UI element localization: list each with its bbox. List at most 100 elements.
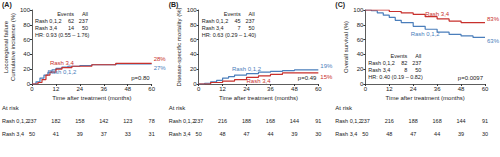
svg-text:237: 237 bbox=[245, 18, 254, 24]
svg-text:40: 40 bbox=[23, 51, 30, 57]
svg-text:p=0.49: p=0.49 bbox=[298, 75, 317, 81]
svg-text:47: 47 bbox=[243, 131, 249, 137]
svg-text:(B): (B) bbox=[169, 1, 179, 9]
svg-text:50: 50 bbox=[196, 131, 202, 137]
svg-text:12: 12 bbox=[386, 86, 393, 92]
svg-text:All: All bbox=[82, 11, 88, 17]
svg-text:Rash 0,1,2: Rash 0,1,2 bbox=[47, 69, 77, 75]
svg-text:12: 12 bbox=[219, 86, 226, 92]
svg-text:188: 188 bbox=[409, 118, 418, 124]
svg-text:168: 168 bbox=[266, 118, 275, 124]
svg-text:100: 100 bbox=[353, 7, 364, 13]
svg-text:(C): (C) bbox=[335, 1, 345, 9]
svg-text:60: 60 bbox=[148, 86, 155, 92]
svg-text:100: 100 bbox=[20, 7, 31, 13]
svg-text:Rash 3,4: Rash 3,4 bbox=[202, 25, 224, 31]
svg-text:48: 48 bbox=[386, 131, 392, 137]
svg-text:100: 100 bbox=[187, 7, 198, 13]
svg-text:47: 47 bbox=[410, 131, 416, 137]
svg-text:60: 60 bbox=[482, 86, 489, 92]
svg-text:237: 237 bbox=[194, 118, 203, 124]
svg-text:40: 40 bbox=[190, 51, 197, 57]
svg-text:At risk: At risk bbox=[169, 105, 187, 111]
svg-text:39: 39 bbox=[458, 131, 464, 137]
svg-text:7: 7 bbox=[238, 25, 241, 31]
svg-text:15%: 15% bbox=[320, 74, 333, 80]
svg-text:20: 20 bbox=[357, 66, 364, 72]
svg-text:50: 50 bbox=[415, 67, 421, 73]
svg-text:216: 216 bbox=[385, 118, 394, 124]
svg-text:30: 30 bbox=[482, 131, 488, 137]
svg-text:91: 91 bbox=[482, 118, 488, 124]
svg-text:Disease-specific mortality (%): Disease-specific mortality (%) bbox=[176, 7, 182, 86]
svg-text:182: 182 bbox=[51, 118, 60, 124]
svg-text:p=0.0097: p=0.0097 bbox=[458, 75, 484, 81]
svg-text:36: 36 bbox=[267, 86, 274, 92]
svg-text:80: 80 bbox=[357, 22, 364, 28]
svg-text:Rash 0,1,2: Rash 0,1,2 bbox=[202, 18, 229, 24]
svg-text:Cumulative incidence (%): Cumulative incidence (%) bbox=[10, 13, 16, 81]
svg-text:Rash 0,1,2: Rash 0,1,2 bbox=[2, 118, 29, 124]
svg-text:Rash 3,4: Rash 3,4 bbox=[425, 11, 450, 17]
svg-text:216: 216 bbox=[218, 118, 227, 124]
svg-text:60: 60 bbox=[357, 37, 364, 43]
svg-text:60: 60 bbox=[315, 86, 322, 92]
svg-text:0: 0 bbox=[197, 86, 201, 92]
svg-text:48: 48 bbox=[124, 86, 131, 92]
svg-text:63%: 63% bbox=[487, 38, 500, 44]
svg-text:24: 24 bbox=[243, 86, 250, 92]
svg-text:Rash 3,4: Rash 3,4 bbox=[335, 131, 357, 137]
svg-text:142: 142 bbox=[99, 118, 108, 124]
svg-text:41: 41 bbox=[53, 131, 59, 137]
svg-text:Rash 3,4: Rash 3,4 bbox=[50, 60, 75, 66]
svg-text:20: 20 bbox=[190, 66, 197, 72]
svg-text:44: 44 bbox=[267, 131, 273, 137]
svg-text:Rash 3,4: Rash 3,4 bbox=[35, 25, 57, 31]
svg-text:14: 14 bbox=[68, 25, 74, 31]
svg-text:40: 40 bbox=[357, 51, 364, 57]
svg-text:Rash 0,1,2: Rash 0,1,2 bbox=[335, 118, 362, 124]
svg-text:39: 39 bbox=[77, 131, 83, 137]
svg-text:80: 80 bbox=[190, 22, 197, 28]
svg-text:144: 144 bbox=[290, 118, 299, 124]
svg-text:78: 78 bbox=[149, 118, 155, 124]
svg-text:91: 91 bbox=[315, 118, 321, 124]
svg-text:Rash 0,1,2: Rash 0,1,2 bbox=[411, 31, 441, 37]
svg-text:HR: 0.63 (0.29 – 1.40): HR: 0.63 (0.29 – 1.40) bbox=[202, 32, 257, 38]
svg-text:At risk: At risk bbox=[335, 105, 353, 111]
svg-text:48: 48 bbox=[291, 86, 298, 92]
svg-text:60: 60 bbox=[190, 37, 197, 43]
svg-text:50: 50 bbox=[249, 25, 255, 31]
svg-text:237: 237 bbox=[79, 18, 88, 24]
svg-text:Locoregional failure: Locoregional failure bbox=[3, 20, 9, 73]
svg-text:Time after treatment (months): Time after treatment (months) bbox=[219, 95, 298, 101]
svg-text:30: 30 bbox=[315, 131, 321, 137]
svg-text:Events: Events bbox=[224, 11, 241, 17]
svg-text:188: 188 bbox=[242, 118, 251, 124]
svg-text:48: 48 bbox=[458, 86, 465, 92]
svg-text:24: 24 bbox=[410, 86, 417, 92]
svg-text:Time after treatment (months): Time after treatment (months) bbox=[386, 95, 465, 101]
svg-text:p=0.80: p=0.80 bbox=[131, 75, 150, 81]
svg-text:237: 237 bbox=[412, 60, 421, 66]
svg-text:Rash 0,1,2: Rash 0,1,2 bbox=[35, 18, 62, 24]
svg-text:Rash 0,1,2: Rash 0,1,2 bbox=[169, 118, 196, 124]
svg-text:62: 62 bbox=[68, 18, 74, 24]
svg-text:Events: Events bbox=[391, 53, 408, 59]
svg-text:All: All bbox=[249, 11, 255, 17]
svg-text:0: 0 bbox=[364, 86, 368, 92]
svg-text:Events: Events bbox=[57, 11, 74, 17]
svg-text:Time after treatment (months): Time after treatment (months) bbox=[52, 95, 131, 101]
svg-text:50: 50 bbox=[82, 25, 88, 31]
svg-text:237: 237 bbox=[361, 118, 370, 124]
svg-text:158: 158 bbox=[75, 118, 84, 124]
svg-text:Rash 3,4: Rash 3,4 bbox=[246, 78, 271, 84]
svg-text:44: 44 bbox=[434, 131, 440, 137]
svg-text:237: 237 bbox=[27, 118, 36, 124]
svg-text:36: 36 bbox=[434, 86, 441, 92]
svg-text:60: 60 bbox=[23, 37, 30, 43]
svg-text:168: 168 bbox=[433, 118, 442, 124]
svg-text:37: 37 bbox=[101, 131, 107, 137]
svg-text:Rash 3,4: Rash 3,4 bbox=[169, 131, 191, 137]
svg-text:50: 50 bbox=[29, 131, 35, 137]
